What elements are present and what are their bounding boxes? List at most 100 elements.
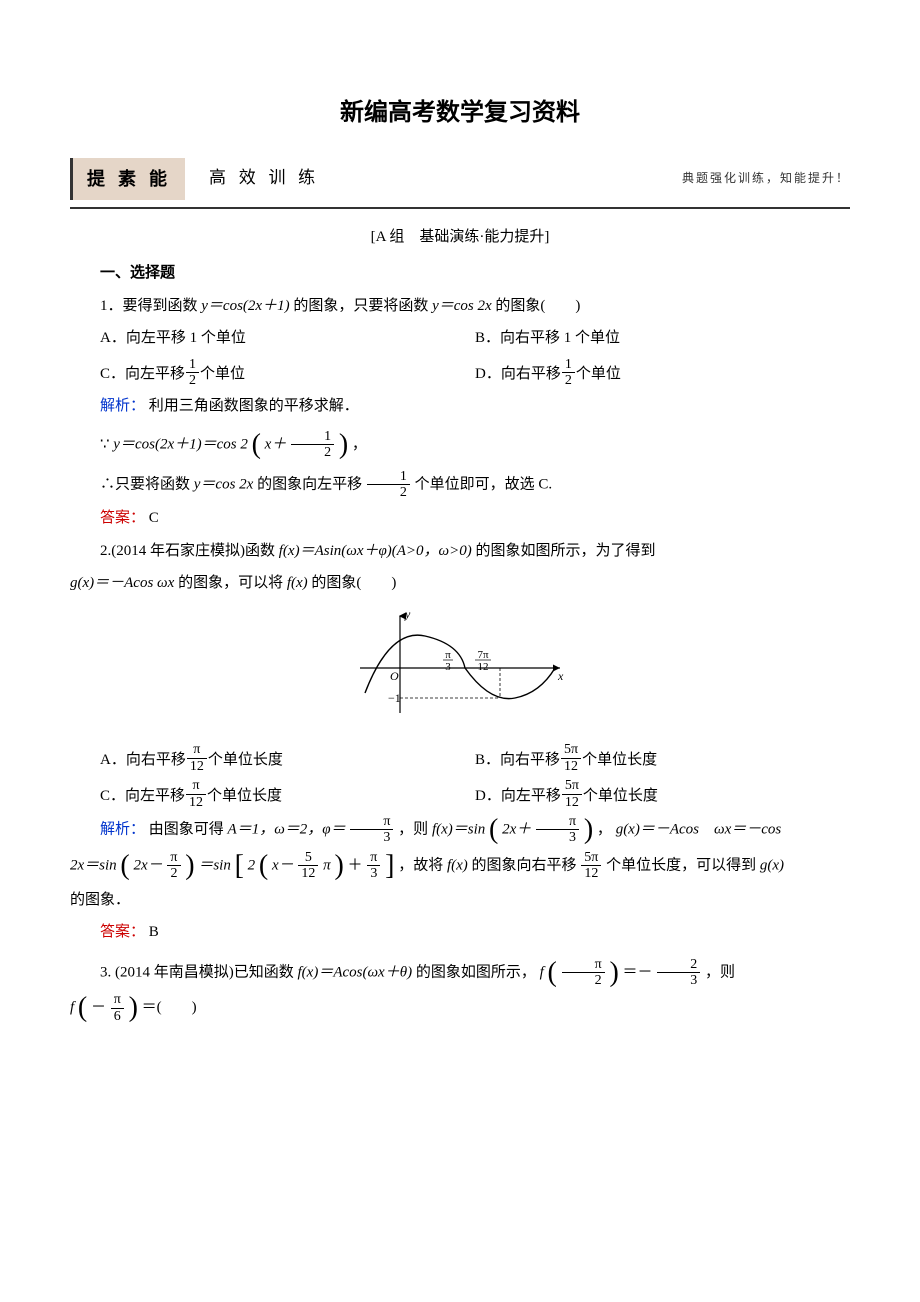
svg-text:x: x bbox=[557, 669, 564, 683]
frac-den: 12 bbox=[186, 795, 206, 810]
svg-text:12: 12 bbox=[478, 661, 489, 673]
lparen-icon: ( bbox=[489, 814, 498, 845]
doc-title: 新编高考数学复习资料 bbox=[70, 90, 850, 136]
frac-5pi12-icon: 5π12 bbox=[581, 850, 601, 882]
frac-num: 5 bbox=[298, 850, 318, 866]
q3-stem-pre: 3. (2014 年南昌模拟)已知函数 bbox=[100, 964, 298, 980]
frac-512-icon: 512 bbox=[298, 850, 318, 882]
frac-num: 1 bbox=[562, 357, 575, 373]
q2-optB-suf: 个单位长度 bbox=[582, 746, 657, 775]
q2-l2-t1: ，故将 bbox=[398, 857, 447, 873]
rbrack-icon: ] bbox=[385, 850, 394, 881]
frac-num: π bbox=[111, 992, 124, 1008]
q1-stem: 1．要得到函数 y＝cos(2x＋1) 的图象，只要将函数 y＝cos 2x 的… bbox=[70, 292, 850, 321]
q1-optC-suf: 个单位 bbox=[200, 360, 245, 389]
q2-a-v3: g(x)＝－Acos ωx＝－cos bbox=[616, 821, 782, 837]
q3-stem-suf: ，则 bbox=[705, 964, 735, 980]
q2-l2-v3: f(x) bbox=[447, 857, 468, 873]
frac-half-icon: 12 bbox=[291, 429, 334, 461]
frac-pi3-icon: π3 bbox=[350, 814, 393, 846]
q2-optA-suf: 个单位长度 bbox=[208, 746, 283, 775]
rparen-icon: ) bbox=[334, 850, 343, 881]
banner-underline bbox=[70, 207, 850, 209]
svg-text:7π: 7π bbox=[477, 649, 489, 661]
lbrack-icon: [ bbox=[235, 850, 244, 881]
rparen-icon: ) bbox=[609, 956, 618, 987]
frac-num: π bbox=[350, 814, 393, 830]
frac-den: 12 bbox=[187, 759, 207, 774]
q3-stem-f2: f bbox=[540, 964, 544, 980]
frac-num: π bbox=[167, 850, 180, 866]
q1-stem-mid: 的图象，只要将函数 bbox=[293, 298, 432, 314]
frac-num: 5π bbox=[561, 742, 581, 758]
analysis-label: 解析： bbox=[100, 398, 145, 414]
q2-a-t2: ，则 bbox=[398, 821, 432, 837]
banner-box: 提 素 能 bbox=[70, 158, 185, 200]
q2-l2-t2: 的图象向右平移 bbox=[472, 857, 577, 873]
q2-optD-suf: 个单位长度 bbox=[583, 782, 658, 811]
q3-line2: f ( － π6 ) ＝( ) bbox=[70, 992, 850, 1024]
q2-stem2-mid: 的图象，可以将 bbox=[178, 575, 287, 591]
q3-l2-f: f bbox=[70, 1000, 74, 1016]
q2-stem2-end: 的图象( ) bbox=[311, 575, 396, 591]
frac-num: 1 bbox=[291, 429, 334, 445]
q1-step1-suf: ， bbox=[352, 436, 367, 452]
lparen-icon: ( bbox=[548, 956, 557, 987]
banner-right: 典题强化训练，知能提升！ bbox=[682, 167, 850, 190]
q1-f1: y＝cos(2x＋1) bbox=[201, 298, 289, 314]
q1-step1-inner: x＋ bbox=[265, 437, 287, 453]
q1-answer-val: C bbox=[149, 510, 159, 526]
frac-den: 6 bbox=[111, 1009, 124, 1024]
frac-half-icon: 12 bbox=[367, 469, 410, 501]
q1-step1: ∵ y＝cos(2x＋1)＝cos 2 ( x＋ 12 ) ， bbox=[70, 429, 850, 461]
q2-a-t1: 由图象可得 bbox=[149, 821, 228, 837]
q2-optC: C．向左平移 π12 个单位长度 bbox=[100, 778, 475, 810]
q2-analysis-l3: 的图象． bbox=[70, 886, 850, 915]
svg-text:π: π bbox=[445, 649, 451, 661]
q2-inner3-m: x－ bbox=[272, 857, 294, 873]
frac-den: 2 bbox=[562, 973, 605, 988]
q2-stem-pre: 2.(2014 年石家庄模拟)函数 bbox=[100, 543, 279, 559]
q1-step1-pre: ∵ bbox=[100, 436, 110, 452]
frac-num: π bbox=[187, 742, 207, 758]
q1-f2: y＝cos 2x bbox=[432, 298, 492, 314]
frac-num: 5π bbox=[581, 850, 601, 866]
q2-analysis-l2: 2x＝sin ( 2x－ π2 ) ＝sin [ 2 ( x－ 512 π ) … bbox=[70, 850, 850, 882]
frac-pi3-icon: π3 bbox=[367, 850, 380, 882]
frac-pi2-icon: π2 bbox=[562, 957, 605, 989]
svg-text:O: O bbox=[390, 669, 399, 683]
q2-optB-pre: B．向右平移 bbox=[475, 746, 560, 775]
lparen-icon: ( bbox=[78, 992, 87, 1023]
q2-optB: B．向右平移 5π12 个单位长度 bbox=[475, 742, 850, 774]
q2-stem-mid: 的图象如图所示，为了得到 bbox=[476, 543, 656, 559]
q2-inner3-r: π bbox=[323, 857, 331, 873]
q2-stem-f: f(x)＝Asin(ωx＋φ)(A>0，ω>0) bbox=[279, 543, 472, 559]
frac-half-icon: 12 bbox=[186, 357, 199, 389]
frac-den: 2 bbox=[167, 866, 180, 881]
svg-text:y: y bbox=[404, 608, 411, 621]
q2-analysis: 解析： 由图象可得 A＝1，ω＝2，φ＝ π3 ，则 f(x)＝sin ( 2x… bbox=[70, 814, 850, 846]
frac-den: 2 bbox=[291, 445, 334, 460]
frac-den: 3 bbox=[657, 973, 700, 988]
q1-answer: 答案： C bbox=[70, 504, 850, 533]
sine-graph-icon: y x O −1 π 3 7π 12 bbox=[350, 608, 570, 718]
q3-neg: － bbox=[91, 1000, 106, 1016]
q2-stem2: g(x)＝－Acos ωx 的图象，可以将 f(x) 的图象( ) bbox=[70, 569, 850, 598]
q1-step1-f: y＝cos(2x＋1)＝cos 2 bbox=[113, 436, 248, 452]
q2-optA-pre: A．向右平移 bbox=[100, 746, 186, 775]
svg-text:−1: −1 bbox=[388, 691, 401, 705]
q2-optD-pre: D．向左平移 bbox=[475, 782, 561, 811]
q3-stem: 3. (2014 年南昌模拟)已知函数 f(x)＝Acos(ωx＋θ) 的图象如… bbox=[70, 957, 850, 989]
q2-optC-suf: 个单位长度 bbox=[207, 782, 282, 811]
frac-pi6-icon: π6 bbox=[111, 992, 124, 1024]
q1-optC-pre: C．向左平移 bbox=[100, 360, 185, 389]
rparen-icon: ) bbox=[185, 850, 194, 881]
q1-options-cd: C．向左平移 12 个单位 D．向右平移 12 个单位 bbox=[70, 357, 850, 389]
q2-answer: 答案： B bbox=[70, 918, 850, 947]
q1-analysis-text: 利用三角函数图象的平移求解． bbox=[149, 398, 359, 414]
frac-23-icon: 23 bbox=[657, 957, 700, 989]
frac-den: 12 bbox=[562, 795, 582, 810]
frac-num: π bbox=[367, 850, 380, 866]
section-heading: 一、选择题 bbox=[70, 259, 850, 288]
q1-optD-pre: D．向右平移 bbox=[475, 360, 561, 389]
